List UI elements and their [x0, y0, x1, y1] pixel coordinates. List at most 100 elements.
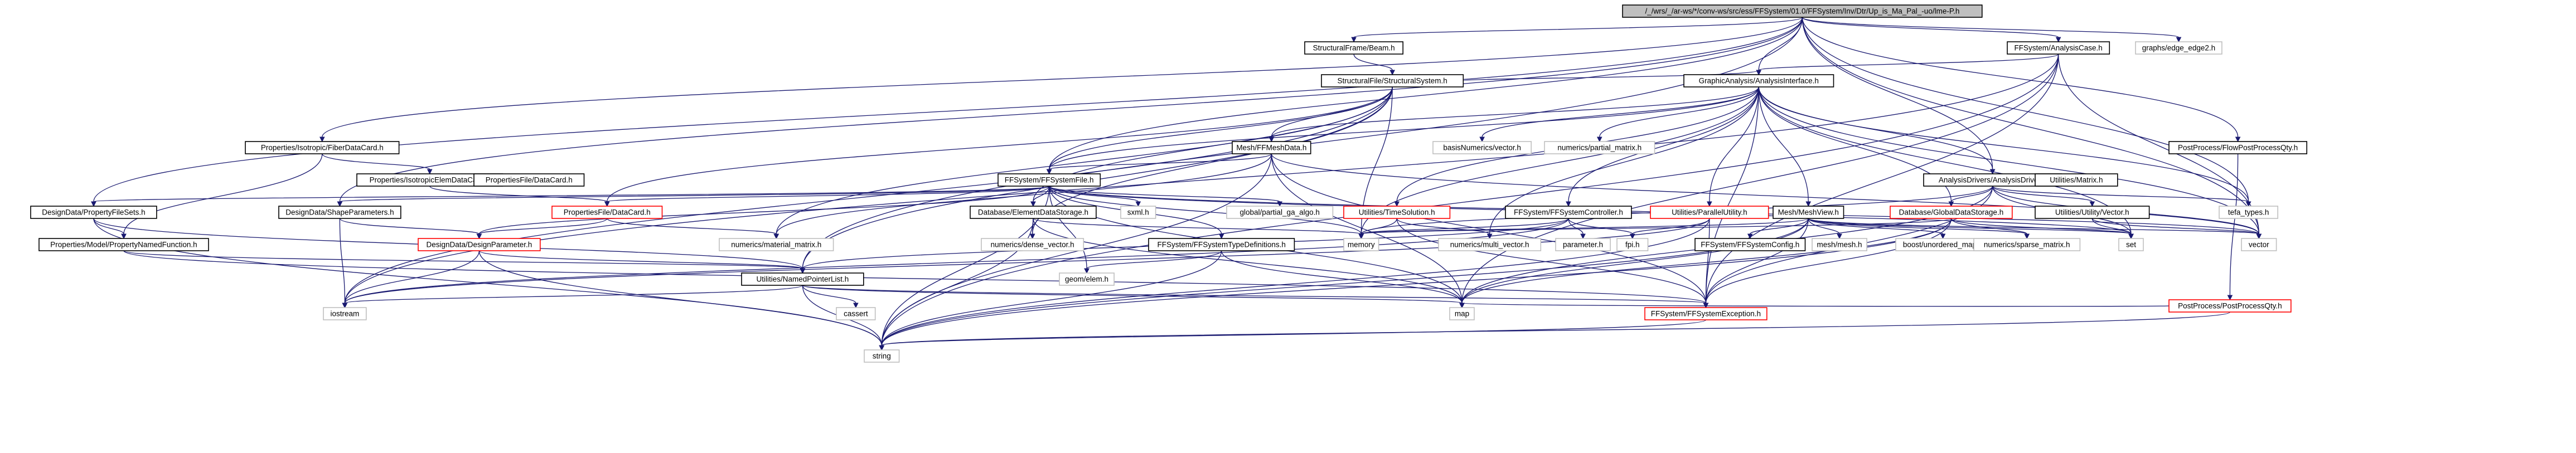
node-ffsystemsolid[interactable]: FFSystem/FFSystemFile.h — [998, 173, 1101, 187]
node-box — [1343, 238, 1379, 251]
node-label: FFSystem/FFSystemController.h — [1514, 208, 1623, 217]
node-tefa: tefa_types.h — [2219, 206, 2278, 219]
node-box — [38, 238, 209, 251]
edge-utilitiesparallel-to-fpi — [1629, 218, 1710, 240]
node-meshffmesh[interactable]: Mesh/FFMeshData.h — [1232, 141, 1311, 154]
node-propfiledatacard2[interactable]: PropertiesFile/DataCard.h — [551, 206, 663, 219]
edge-graphicanalysis-to-numericsmatrix — [1596, 86, 1759, 143]
node-label: Database/ElementDataStorage.h — [978, 208, 1088, 217]
node-label: Mesh/FFMeshData.h — [1236, 144, 1306, 152]
node-box — [1694, 238, 1806, 251]
edge-database2-to-memory — [1358, 218, 1952, 240]
node-globalrefinement: global/partial_ga_algo.h — [1226, 206, 1334, 219]
edge-ffsystemexception-to-string — [879, 319, 1707, 351]
edge-analysisdrivers-to-utilitiesutil — [1992, 186, 2095, 207]
node-utilitiesmatrix[interactable]: Utilities/Matrix.h — [2035, 173, 2118, 187]
edge-ffsystemsolid-to-designdatapropfiles — [91, 186, 1050, 207]
node-box — [1120, 206, 1156, 219]
node-utilitiesnamedpointer[interactable]: Utilities/NamedPointerList.h — [741, 272, 864, 286]
edge-propfiledata-to-propisotropic — [322, 153, 433, 175]
node-box — [1644, 307, 1768, 320]
edge-postprocessqty-to-map — [1459, 303, 2170, 309]
node-label: mesh/mesh.h — [1817, 241, 1862, 249]
node-label: graphs/edge_edge2.h — [2142, 44, 2215, 52]
node-box — [418, 238, 541, 251]
node-label: set — [2126, 241, 2136, 249]
node-box — [970, 206, 1097, 219]
node-box — [719, 238, 834, 251]
node-label: Utilities/ParallelUtility.h — [1672, 208, 1747, 217]
node-designdatashape[interactable]: DesignData/ShapeParameters.h — [278, 206, 401, 219]
node-numericsmultivector: numerics/multi_vector.h — [1438, 238, 1542, 251]
node-label: PostProcess/FlowPostProcessQty.h — [2178, 144, 2298, 152]
edge-postprocessqty-to-string — [879, 311, 2231, 351]
node-fpi: fpi.h — [1616, 238, 1649, 251]
node-utilitiesparallel[interactable]: Utilities/ParallelUtility.h — [1650, 206, 1769, 219]
edge-graphicanalysis-to-ffsystemffcontrol — [1566, 86, 1759, 207]
node-ffsystemconfig[interactable]: FFSystem/FFSystemConfig.h — [1694, 238, 1806, 251]
node-vector: vector — [2241, 238, 2277, 251]
node-label: tefa_types.h — [2228, 208, 2269, 217]
edge-meshmeshview-to-boostmap — [1808, 218, 1946, 240]
node-database[interactable]: Database/ElementDataStorage.h — [970, 206, 1097, 219]
node-boostmap: boost/unordered_map.h — [1895, 238, 1991, 251]
node-label: Utilities/Matrix.h — [2050, 176, 2103, 184]
edge-meshffmesh-to-ffsystemsolid — [1046, 153, 1272, 175]
node-box — [1449, 307, 1475, 320]
edge-graphicanalysis-to-basisnumerics — [1479, 86, 1759, 143]
node-utilitiessolution[interactable]: Utilities/TimeSolution.h — [1343, 206, 1451, 219]
node-label: Utilities/NamedPointerList.h — [756, 275, 849, 284]
node-structuralfile[interactable]: StructuralFile/StructuralSystem.h — [1321, 74, 1464, 87]
node-structuralframe[interactable]: StructuralFrame/Beam.h — [1304, 41, 1403, 55]
node-postprocessflow[interactable]: PostProcess/FlowPostProcessQty.h — [2168, 141, 2307, 154]
node-cassert: cassert — [836, 307, 876, 320]
edge-propfiledatacard2-to-numericsmat — [607, 218, 779, 240]
node-numericsmatrix: numerics/partial_matrix.h — [1544, 141, 1655, 154]
edge-utilitiesutil-to-set — [2091, 218, 2134, 240]
node-label: PostProcess/PostProcessQty.h — [2178, 302, 2282, 310]
node-propertiesmodel[interactable]: Properties/Model/PropertyNamedFunction.h — [38, 238, 209, 251]
node-label: fpi.h — [1625, 241, 1640, 249]
node-label: StructuralFile/StructuralSystem.h — [1337, 77, 1447, 85]
node-box — [1438, 238, 1542, 251]
edge-ffsystemsolid-to-propfiledatacard2 — [604, 186, 1050, 207]
node-box — [1544, 141, 1655, 154]
edge-analysisdrivers-to-tefa — [1992, 186, 2251, 207]
node-label: Database/GlobalDataStorage.h — [1899, 208, 2004, 217]
node-ffsystemexception[interactable]: FFSystem/FFSystemException.h — [1644, 307, 1768, 320]
node-ffanalysiscase[interactable]: FFSystem/AnalysisCase.h — [2007, 41, 2110, 55]
node-propfiledata[interactable]: Properties/Isotropic/FiberDataCard.h — [245, 141, 400, 154]
node-box — [245, 141, 400, 154]
node-label: StructuralFrame/Beam.h — [1313, 44, 1395, 52]
node-designdatadesignparam[interactable]: DesignData/DesignParameter.h — [418, 238, 541, 251]
edge-root-to-structuralframe — [1351, 17, 1803, 43]
edge-utilitiesnamedpointer-to-ffsystemexception — [802, 285, 1709, 309]
node-label: GraphicAnalysis/AnalysisInterface.h — [1699, 77, 1819, 85]
node-ffsystemffcontrol[interactable]: FFSystem/FFSystemController.h — [1505, 206, 1632, 219]
node-designdatapropfiles[interactable]: DesignData/PropertyFileSets.h — [30, 206, 157, 219]
edge-graphicanalysis-to-meshmeshview — [1758, 86, 1812, 207]
edge-utilitiesnamedpointer-to-iostream — [342, 285, 803, 309]
node-basisnumerics: basisNumerics/vector.h — [1432, 141, 1532, 154]
node-label: basisNumerics/vector.h — [1443, 144, 1521, 152]
node-box — [473, 173, 585, 187]
node-label: memory — [1348, 241, 1375, 249]
node-meshmeshview[interactable]: Mesh/MeshView.h — [1773, 206, 1844, 219]
node-postprocessqty[interactable]: PostProcess/PostProcessQty.h — [2168, 299, 2292, 313]
node-box — [1773, 206, 1844, 219]
node-box — [323, 307, 367, 320]
node-label: DesignData/DesignParameter.h — [426, 241, 532, 249]
node-label: numerics/material_matrix.h — [731, 241, 821, 249]
node-database2[interactable]: Database/GlobalDataStorage.h — [1890, 206, 2013, 219]
node-label: Properties/Isotropic/FiberDataCard.h — [261, 144, 384, 152]
node-label: FFSystem/AnalysisCase.h — [2015, 44, 2103, 52]
node-map: map — [1449, 307, 1475, 320]
node-ffsystemfftype[interactable]: FFSystem/FFSystemTypeDefinitions.h — [1148, 238, 1295, 251]
node-utilitiesutil[interactable]: Utilities/Utility/Vector.h — [2035, 206, 2150, 219]
node-graphicanalysis[interactable]: GraphicAnalysis/AnalysisInterface.h — [1683, 74, 1834, 87]
node-set: set — [2118, 238, 2144, 251]
node-box — [1616, 238, 1649, 251]
node-propfiledatacard[interactable]: PropertiesFile/DataCard.h — [473, 173, 585, 187]
node-root[interactable]: /_/wrs/_/ar-ws/*/conv-ws/src/ess/FFSyste… — [1622, 4, 1983, 18]
node-propisotropic[interactable]: Properties/IsotropicElemDataCard.h — [356, 173, 503, 187]
